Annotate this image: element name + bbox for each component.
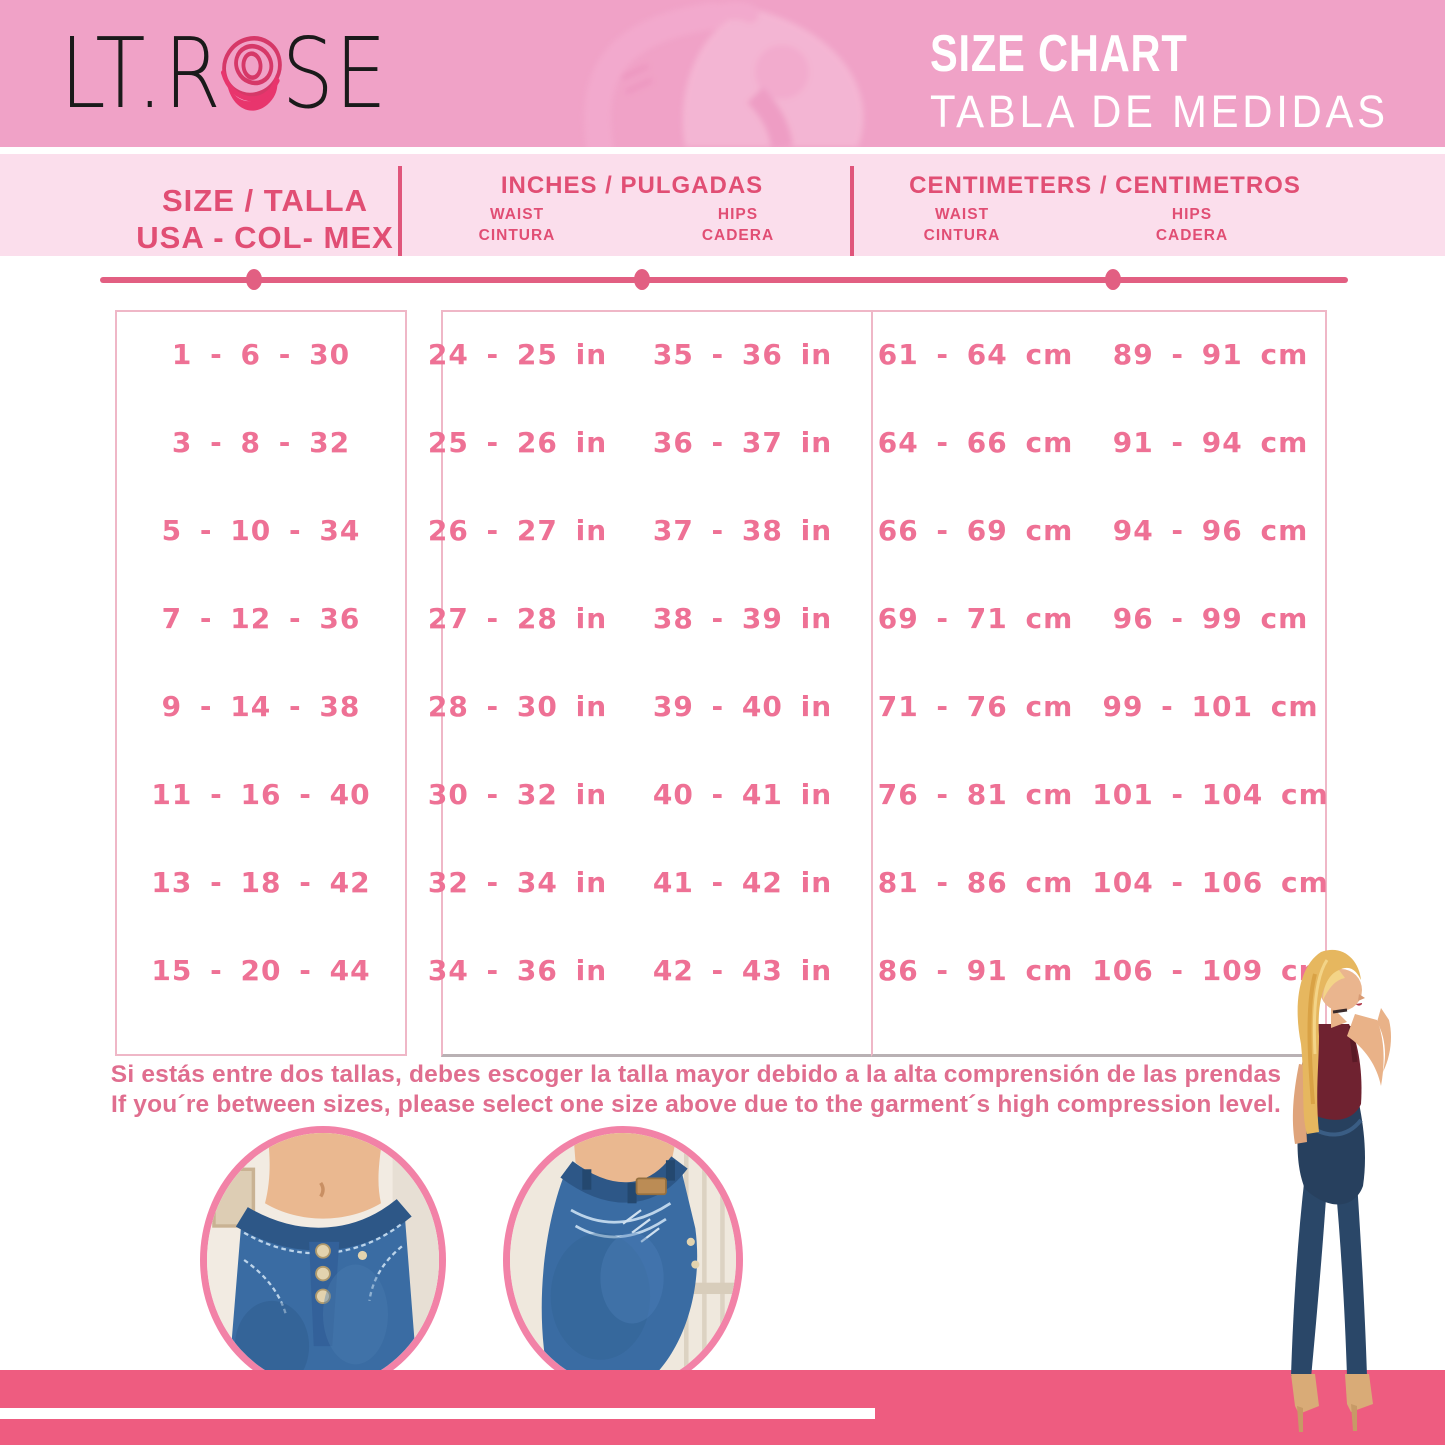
size-cell: 61 - 64 cm: [877, 337, 1074, 371]
front-jeans-photo: [200, 1126, 446, 1394]
cm-table-box: 61 - 64 cm 64 - 66 cm 66 - 69 cm 69 - 71 cm…: [871, 310, 1329, 1057]
size-cell: 1 - 6 - 30: [171, 337, 351, 371]
size-column: 1 - 6 - 30 3 - 8 - 32 5 - 10 - 34 7 - 12 - …: [117, 310, 405, 1014]
rule-dot: [634, 269, 650, 290]
rule-dot: [246, 269, 262, 290]
size-cell: 38 - 39 in: [652, 601, 833, 635]
rule-dot: [1105, 269, 1121, 290]
inches-hips-label: HIPS CADERA: [653, 204, 823, 246]
waist-label-en: WAIST: [489, 206, 545, 223]
size-cell: 64 - 66 cm: [877, 425, 1074, 459]
size-cell: 9 - 14 - 38: [161, 689, 361, 723]
header-model-photo: [584, 1, 864, 147]
size-cell: 36 - 37 in: [652, 425, 833, 459]
size-cell: 99 - 101 cm: [1102, 689, 1319, 723]
waist-label-es: CINTURA: [478, 227, 556, 244]
size-cell: 27 - 28 in: [427, 601, 608, 635]
size-cell: 7 - 12 - 36: [161, 601, 361, 635]
hips-label-es: CADERA: [1155, 227, 1229, 244]
size-cell: 81 - 86 cm: [877, 865, 1074, 899]
inches-section-title: INCHES / PULGADAS: [500, 172, 764, 199]
header-banner: LT.R SE SIZE CHART TABLA DE MEDIDAS: [0, 0, 1445, 147]
size-cell: 28 - 30 in: [427, 689, 608, 723]
brand-logo: LT.R SE: [60, 5, 388, 144]
size-table-box: 1 - 6 - 30 3 - 8 - 32 5 - 10 - 34 7 - 12 - …: [115, 310, 407, 1056]
hips-label-en: HIPS: [717, 206, 759, 223]
inches-hips-column: 35 - 36 in 36 - 37 in 37 - 38 in 38 - 39 in…: [652, 310, 833, 1014]
rose-icon: [218, 22, 286, 127]
hips-label-en: HIPS: [1171, 206, 1213, 223]
hips-label-es: CADERA: [701, 227, 775, 244]
footer-stripe: [0, 1408, 875, 1419]
size-cell: 76 - 81 cm: [877, 777, 1074, 811]
size-cell: 94 - 96 cm: [1112, 513, 1309, 547]
sizing-note: Si estás entre dos tallas, debes escoger…: [0, 1060, 1392, 1120]
size-cell: 30 - 32 in: [427, 777, 608, 811]
size-cell: 13 - 18 - 42: [151, 865, 371, 899]
size-cell: 15 - 20 - 44: [151, 953, 371, 987]
size-cell: 24 - 25 in: [427, 337, 608, 371]
size-cell: 25 - 26 in: [427, 425, 608, 459]
size-cell: 96 - 99 cm: [1112, 601, 1309, 635]
inches-waist-label: WAIST CINTURA: [432, 204, 602, 246]
waist-label-es: CINTURA: [923, 227, 1001, 244]
size-header-line1: SIZE / TALLA: [161, 183, 369, 218]
page-title: SIZE CHART: [930, 25, 1188, 83]
size-cell: 11 - 16 - 40: [151, 777, 371, 811]
inches-table-box: 24 - 25 in 25 - 26 in 26 - 27 in 27 - 28 in…: [427, 310, 897, 1057]
footer-band: [0, 1370, 1445, 1445]
model-photo: [1291, 949, 1391, 1432]
size-cell: 26 - 27 in: [427, 513, 608, 547]
back-jeans-photo: [503, 1126, 743, 1394]
size-cell: 71 - 76 cm: [877, 689, 1074, 723]
size-cell: 32 - 34 in: [427, 865, 608, 899]
size-cell: 66 - 69 cm: [877, 513, 1074, 547]
cm-waist-column: 61 - 64 cm 64 - 66 cm 66 - 69 cm 69 - 71 cm…: [877, 310, 1074, 1014]
size-cell: 101 - 104 cm: [1092, 777, 1329, 811]
cm-hips-column: 89 - 91 cm 91 - 94 cm 94 - 96 cm 96 - 99 cm…: [1092, 310, 1329, 1014]
waist-label-en: WAIST: [934, 206, 990, 223]
note-line-es: Si estás entre dos tallas, debes escoger…: [110, 1061, 1282, 1088]
size-cell: 35 - 36 in: [652, 337, 833, 371]
size-cell: 40 - 41 in: [652, 777, 833, 811]
divider: [850, 166, 854, 256]
cm-waist-label: WAIST CINTURA: [877, 204, 1047, 246]
logo-text-left: LT.R: [60, 18, 222, 131]
size-cell: 42 - 43 in: [652, 953, 833, 987]
size-cell: 89 - 91 cm: [1112, 337, 1309, 371]
cm-hips-label: HIPS CADERA: [1107, 204, 1277, 246]
size-cell: 41 - 42 in: [652, 865, 833, 899]
size-header-line2: USA - COL- MEX: [136, 220, 394, 255]
logo-text-right: SE: [281, 18, 388, 131]
size-cell: 69 - 71 cm: [877, 601, 1074, 635]
page-subtitle: TABLA DE MEDIDAS: [930, 86, 1389, 137]
size-cell: 86 - 91 cm: [877, 953, 1074, 987]
size-column-header: SIZE / TALLA USA - COL- MEX: [115, 182, 415, 256]
inches-waist-column: 24 - 25 in 25 - 26 in 26 - 27 in 27 - 28 in…: [427, 310, 608, 1014]
size-cell: 34 - 36 in: [427, 953, 608, 987]
size-cell: 91 - 94 cm: [1112, 425, 1309, 459]
size-cell: 104 - 106 cm: [1092, 865, 1329, 899]
section-rule: [100, 277, 1348, 283]
note-line-en: If you´re between sizes, please select o…: [110, 1091, 1282, 1118]
size-cell: 5 - 10 - 34: [161, 513, 361, 547]
size-cell: 3 - 8 - 32: [171, 425, 351, 459]
cm-section-title: CENTIMETERS / CENTIMETROS: [909, 172, 1301, 199]
divider: [398, 166, 402, 256]
size-cell: 39 - 40 in: [652, 689, 833, 723]
column-header-band: SIZE / TALLA USA - COL- MEX INCHES / PUL…: [0, 154, 1445, 256]
size-cell: 37 - 38 in: [652, 513, 833, 547]
